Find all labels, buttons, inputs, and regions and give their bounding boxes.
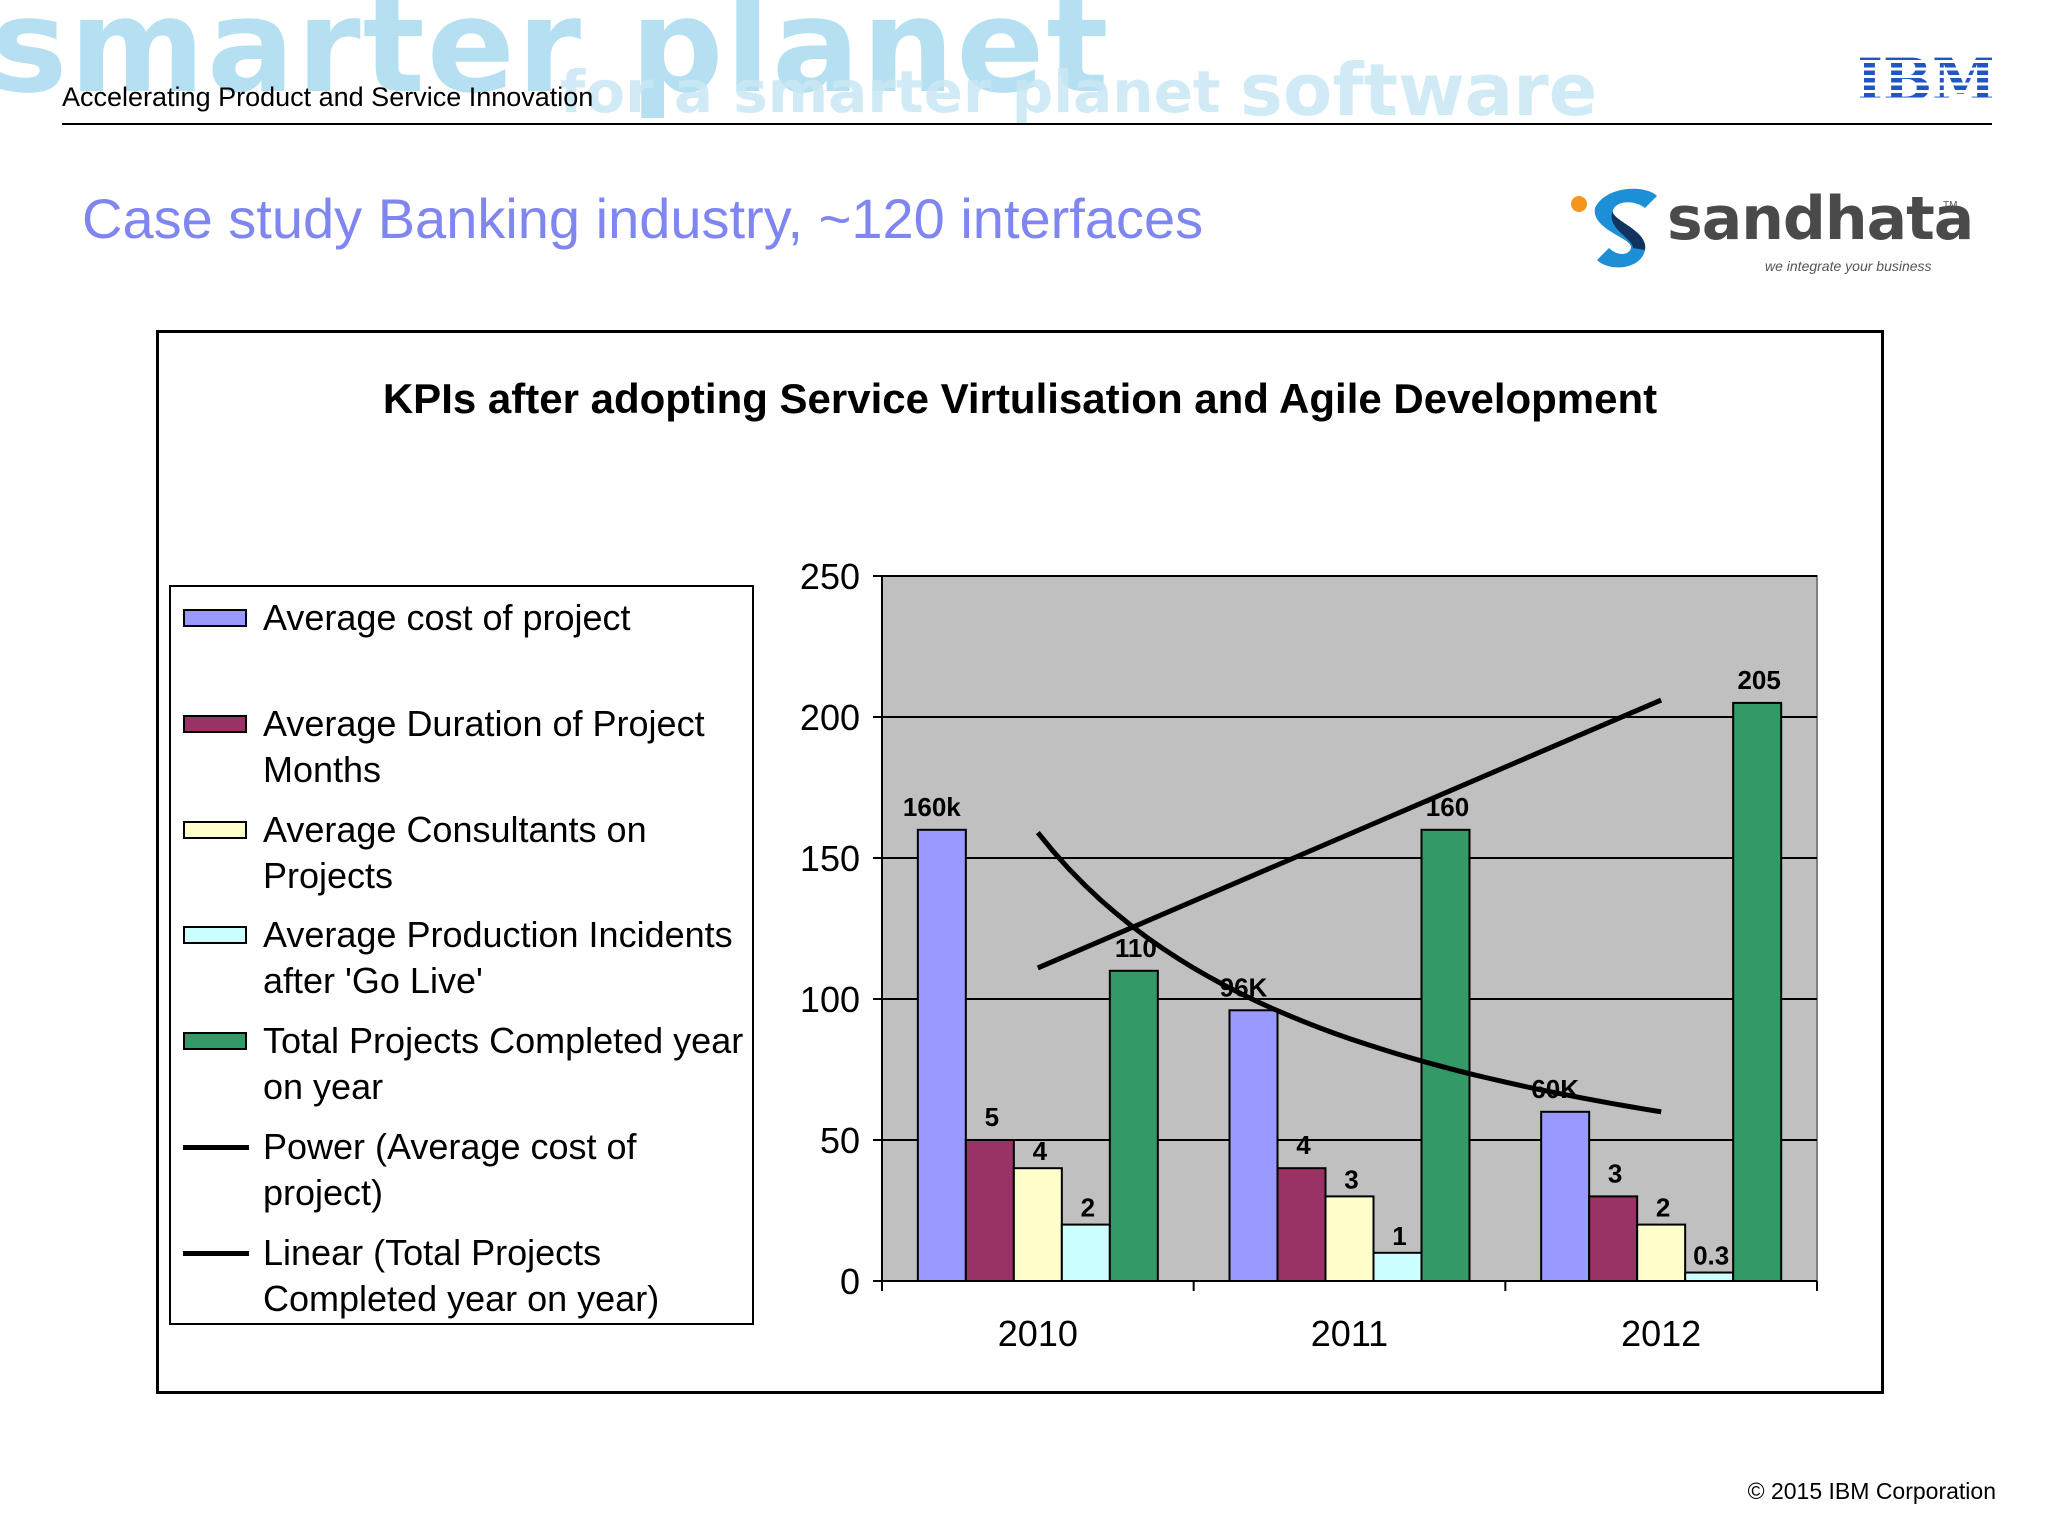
legend-label-linear: Linear (Total Projects Completed year on… <box>263 1232 660 1319</box>
bar-3-2010 <box>1060 1223 1111 1282</box>
ibm-logo-text: IBM <box>1860 48 1992 108</box>
bar-2-2010 <box>1012 1167 1063 1283</box>
bar-2-2011 <box>1324 1195 1375 1283</box>
legend-swatch-consultants <box>183 821 247 839</box>
linear-trendline <box>1036 697 1663 971</box>
power-trendline <box>1035 831 1662 1115</box>
header-divider <box>62 123 1992 125</box>
data-label: 3 <box>1344 1164 1358 1194</box>
bar-1-2010 <box>964 1139 1015 1282</box>
header-banner: smarter planet software for a smarter pl… <box>0 0 2048 125</box>
bar-4-2010 <box>1108 969 1159 1282</box>
chart-frame: KPIs after adopting Service Virtulisatio… <box>156 330 1884 1394</box>
y-tick-label: 200 <box>800 697 860 738</box>
data-label: 4 <box>1296 1130 1311 1160</box>
bar-3-2012 <box>1684 1271 1735 1282</box>
legend-label-projects: Total Projects Completed year on year <box>263 1020 744 1107</box>
y-tick-label: 250 <box>800 556 860 597</box>
legend-label-power: Power (Average cost of project) <box>263 1126 637 1213</box>
legend-line-linear <box>183 1251 249 1256</box>
sandhata-tagline: we integrate your business <box>1765 258 1932 274</box>
legend-swatch-cost <box>183 609 247 627</box>
y-tick-label: 0 <box>840 1261 860 1302</box>
header-title: Accelerating Product and Service Innovat… <box>62 82 594 112</box>
legend-swatch-incidents <box>183 926 247 944</box>
bar-4-2011 <box>1420 828 1471 1282</box>
watermark-software: software <box>1240 48 1598 125</box>
y-tick-label: 150 <box>800 838 860 879</box>
bar-4-2012 <box>1732 701 1783 1282</box>
legend-line-power <box>183 1145 249 1150</box>
bar-1-2012 <box>1588 1195 1639 1283</box>
legend-label-cost: Average cost of project <box>263 597 631 638</box>
bar-1-2011 <box>1276 1167 1327 1283</box>
bar-2-2012 <box>1636 1223 1687 1282</box>
legend-label-duration: Average Duration of Project Months <box>263 703 705 790</box>
bar-0-2011 <box>1228 1009 1279 1283</box>
data-label: 1 <box>1392 1221 1406 1251</box>
legend-label-incidents: Average Production Incidents after 'Go L… <box>263 914 733 1001</box>
y-tick-label: 100 <box>800 979 860 1020</box>
legend-swatch-projects <box>183 1032 247 1050</box>
y-tick-label: 50 <box>820 1120 860 1161</box>
bar-3-2011 <box>1372 1251 1423 1282</box>
legend-swatch-duration <box>183 715 247 733</box>
bar-0-2012 <box>1540 1110 1591 1282</box>
x-tick-label: 2010 <box>998 1313 1078 1354</box>
bar-0-2010 <box>916 828 967 1282</box>
sandhata-logo-icon <box>1571 188 1657 268</box>
ibm-logo: IBM <box>1860 48 1992 108</box>
plot-area <box>881 575 1818 1282</box>
slide-title: Case study Banking industry, ~120 interf… <box>82 187 1204 250</box>
copyright: © 2015 IBM Corporation <box>1747 1478 1996 1504</box>
watermark-for-a-smarter-planet: for a smarter planet <box>560 58 1221 125</box>
x-tick-label: 2011 <box>1311 1313 1388 1354</box>
x-tick-label: 2012 <box>1621 1313 1701 1354</box>
chart-title: KPIs after adopting Service Virtulisatio… <box>382 375 1658 422</box>
sandhata-name: sandhata <box>1667 184 1974 254</box>
data-label: 205 <box>1737 665 1780 695</box>
sandhata-logo: sandhata TM we integrate your business <box>1565 178 1974 278</box>
data-label: 3 <box>1608 1158 1622 1188</box>
data-label: 160k <box>903 792 961 822</box>
data-label: 5 <box>985 1102 999 1132</box>
data-label: 2 <box>1656 1193 1670 1223</box>
data-label: 2 <box>1081 1193 1095 1223</box>
chart-legend: Average cost of project Average Duration… <box>169 585 754 1325</box>
data-label: 0.3 <box>1693 1241 1729 1271</box>
data-label: 4 <box>1033 1136 1048 1166</box>
sandhata-tm: TM <box>1943 200 1958 211</box>
watermark-smarter-planet: smarter planet <box>0 0 1111 122</box>
legend-label-consultants: Average Consultants on Projects <box>263 809 647 896</box>
